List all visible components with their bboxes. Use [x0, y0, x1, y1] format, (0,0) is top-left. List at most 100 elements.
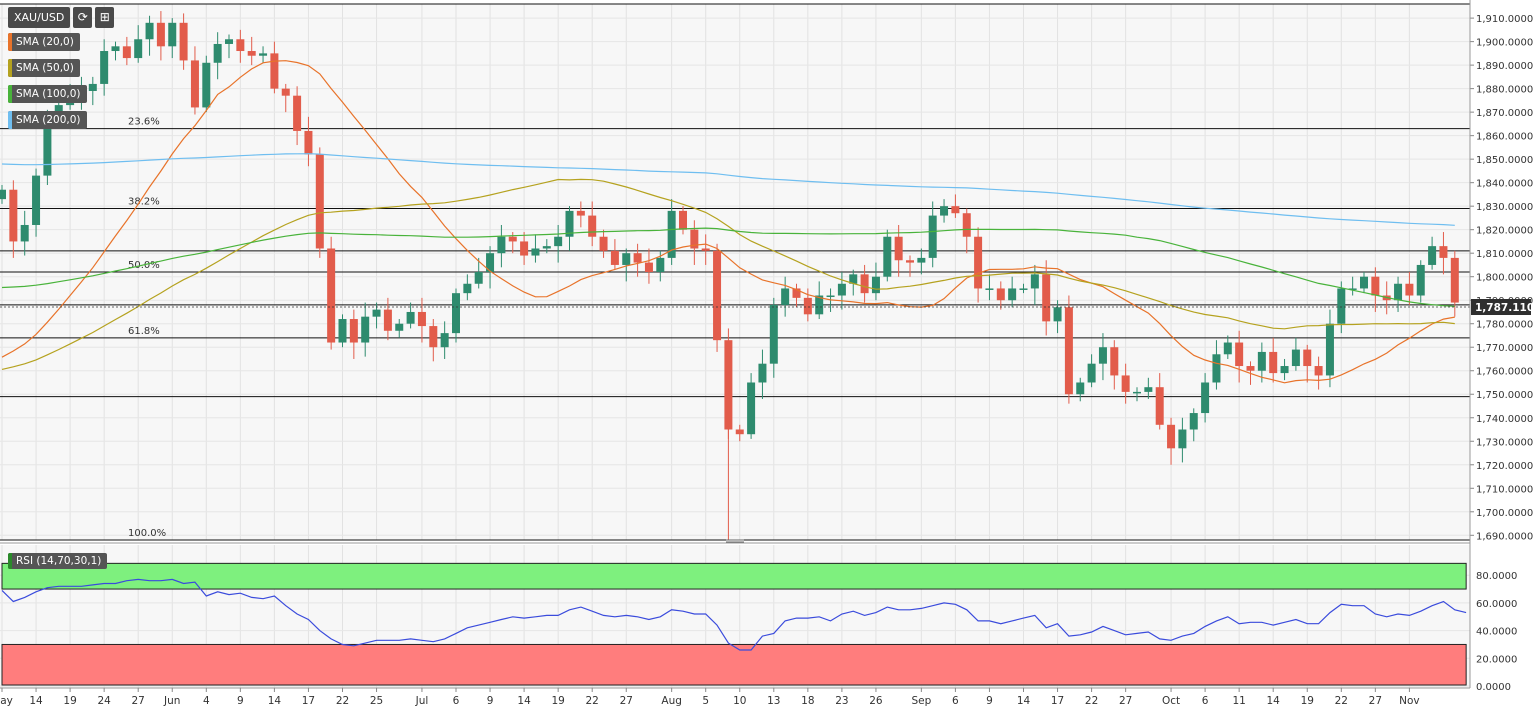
- candle-body: [1087, 363, 1096, 383]
- candle-body: [996, 288, 1005, 301]
- candle-body: [474, 272, 483, 284]
- candle-body: [395, 323, 404, 331]
- candle-body: [1394, 283, 1403, 301]
- rsi-line: [1, 578, 1467, 651]
- x-tick-label: 6: [1202, 695, 1209, 707]
- indicator-icon[interactable]: ⊞: [95, 7, 115, 28]
- x-tick-label: 19: [551, 695, 564, 707]
- y-tick-label: 1,690.0000: [1476, 531, 1533, 542]
- x-tick-label: May: [0, 695, 13, 707]
- candle-body: [236, 39, 245, 52]
- x-tick-label: 10: [733, 695, 746, 707]
- candle-body: [951, 206, 960, 214]
- candle-body: [701, 248, 710, 251]
- candle-body: [713, 250, 722, 341]
- x-tick-label: 9: [986, 695, 993, 707]
- legend-sma-200[interactable]: SMA (200,0): [8, 111, 87, 129]
- x-tick-label: 14: [517, 695, 531, 707]
- candle-body: [917, 257, 926, 263]
- candle-body: [667, 210, 676, 258]
- symbol-label[interactable]: XAU/USD: [8, 7, 71, 28]
- x-tick-label: 9: [237, 695, 244, 707]
- candle-body: [1076, 382, 1085, 395]
- candle-body: [270, 53, 279, 89]
- candle-body: [168, 22, 177, 47]
- candle-body: [259, 53, 268, 56]
- legend-label: SMA (100,0): [16, 88, 81, 100]
- x-tick-label: 14: [1267, 695, 1281, 707]
- sma-100-line: [1, 227, 1455, 307]
- legend-sma-50[interactable]: SMA (50,0): [8, 59, 80, 77]
- candle-body: [1212, 354, 1221, 383]
- x-tick-label: 14: [1017, 695, 1031, 707]
- rsi-oversold-zone: [1, 643, 1467, 686]
- x-tick-label: 25: [370, 695, 383, 707]
- legend-sma-100[interactable]: SMA (100,0): [8, 85, 87, 103]
- candle-body: [156, 22, 165, 47]
- candle-body: [497, 236, 506, 254]
- y-tick-label: 1,810.0000: [1476, 249, 1533, 260]
- candle-body: [554, 236, 563, 247]
- candle-body: [656, 257, 665, 272]
- y-tick-label: 1,710.0000: [1476, 484, 1533, 495]
- candle-body: [213, 43, 222, 63]
- candle-body: [88, 83, 97, 91]
- fib-level-label: 61.8%: [128, 326, 160, 337]
- y-tick-label: 1,900.0000: [1476, 38, 1533, 49]
- legend-label: SMA (200,0): [16, 114, 81, 126]
- candle-body: [1178, 429, 1187, 449]
- x-tick-label: 9: [487, 695, 494, 707]
- x-tick-label: 22: [336, 695, 349, 707]
- candle-body: [826, 295, 835, 298]
- candle-body: [1337, 288, 1346, 324]
- candle-body: [735, 429, 744, 435]
- y-tick-label: 1,820.0000: [1476, 226, 1533, 237]
- candle-body: [1155, 387, 1164, 425]
- candle-body: [1269, 351, 1278, 374]
- y-tick-label: 60.0000: [1476, 599, 1517, 610]
- sma-20-line: [1, 60, 1455, 384]
- refresh-icon[interactable]: ⟳: [73, 7, 93, 28]
- candle-body: [1371, 276, 1380, 296]
- x-tick-label: 18: [801, 695, 814, 707]
- y-tick-label: 1,870.0000: [1476, 108, 1533, 119]
- x-tick-label: 22: [1085, 695, 1098, 707]
- candle-body: [576, 210, 585, 216]
- x-tick-label: Jul: [415, 695, 429, 707]
- fib-level-label: 100.0%: [128, 528, 166, 539]
- candle-body: [463, 283, 472, 294]
- candle-body: [20, 224, 29, 242]
- candle-body: [247, 51, 256, 56]
- legend-sma-20[interactable]: SMA (20,0): [8, 33, 80, 51]
- candle-body: [111, 46, 120, 52]
- x-tick-label: 14: [268, 695, 282, 707]
- candle-body: [940, 206, 949, 216]
- candle-body: [815, 295, 824, 315]
- x-tick-label: 22: [1335, 695, 1348, 707]
- candle-body: [1246, 366, 1255, 371]
- candle-body: [429, 326, 438, 348]
- candle-body: [1428, 246, 1437, 265]
- x-tick-label: 6: [952, 695, 959, 707]
- candle-body: [338, 319, 347, 343]
- price-tag-bg: [1471, 299, 1531, 316]
- candle-body: [327, 248, 336, 343]
- candle-body: [644, 262, 653, 272]
- rsi-legend[interactable]: RSI (14,70,30,1): [8, 553, 108, 569]
- x-tick-label: 11: [1232, 695, 1245, 707]
- candle-body: [803, 297, 812, 315]
- y-tick-label: 1,890.0000: [1476, 61, 1533, 72]
- x-tick-label: 17: [1051, 695, 1064, 707]
- price-tag: 1,787.1100: [1475, 302, 1536, 314]
- y-tick-label: 1,880.0000: [1476, 85, 1533, 96]
- candle-body: [1325, 323, 1334, 376]
- candle-body: [417, 311, 426, 327]
- y-tick-label: 1,860.0000: [1476, 132, 1533, 143]
- candle-body: [633, 253, 642, 263]
- x-tick-label: 19: [1301, 695, 1314, 707]
- candle-body: [293, 95, 302, 131]
- y-tick-label: 1,700.0000: [1476, 508, 1533, 519]
- x-tick-label: 23: [835, 695, 848, 707]
- y-tick-label: 0.0000: [1476, 682, 1511, 693]
